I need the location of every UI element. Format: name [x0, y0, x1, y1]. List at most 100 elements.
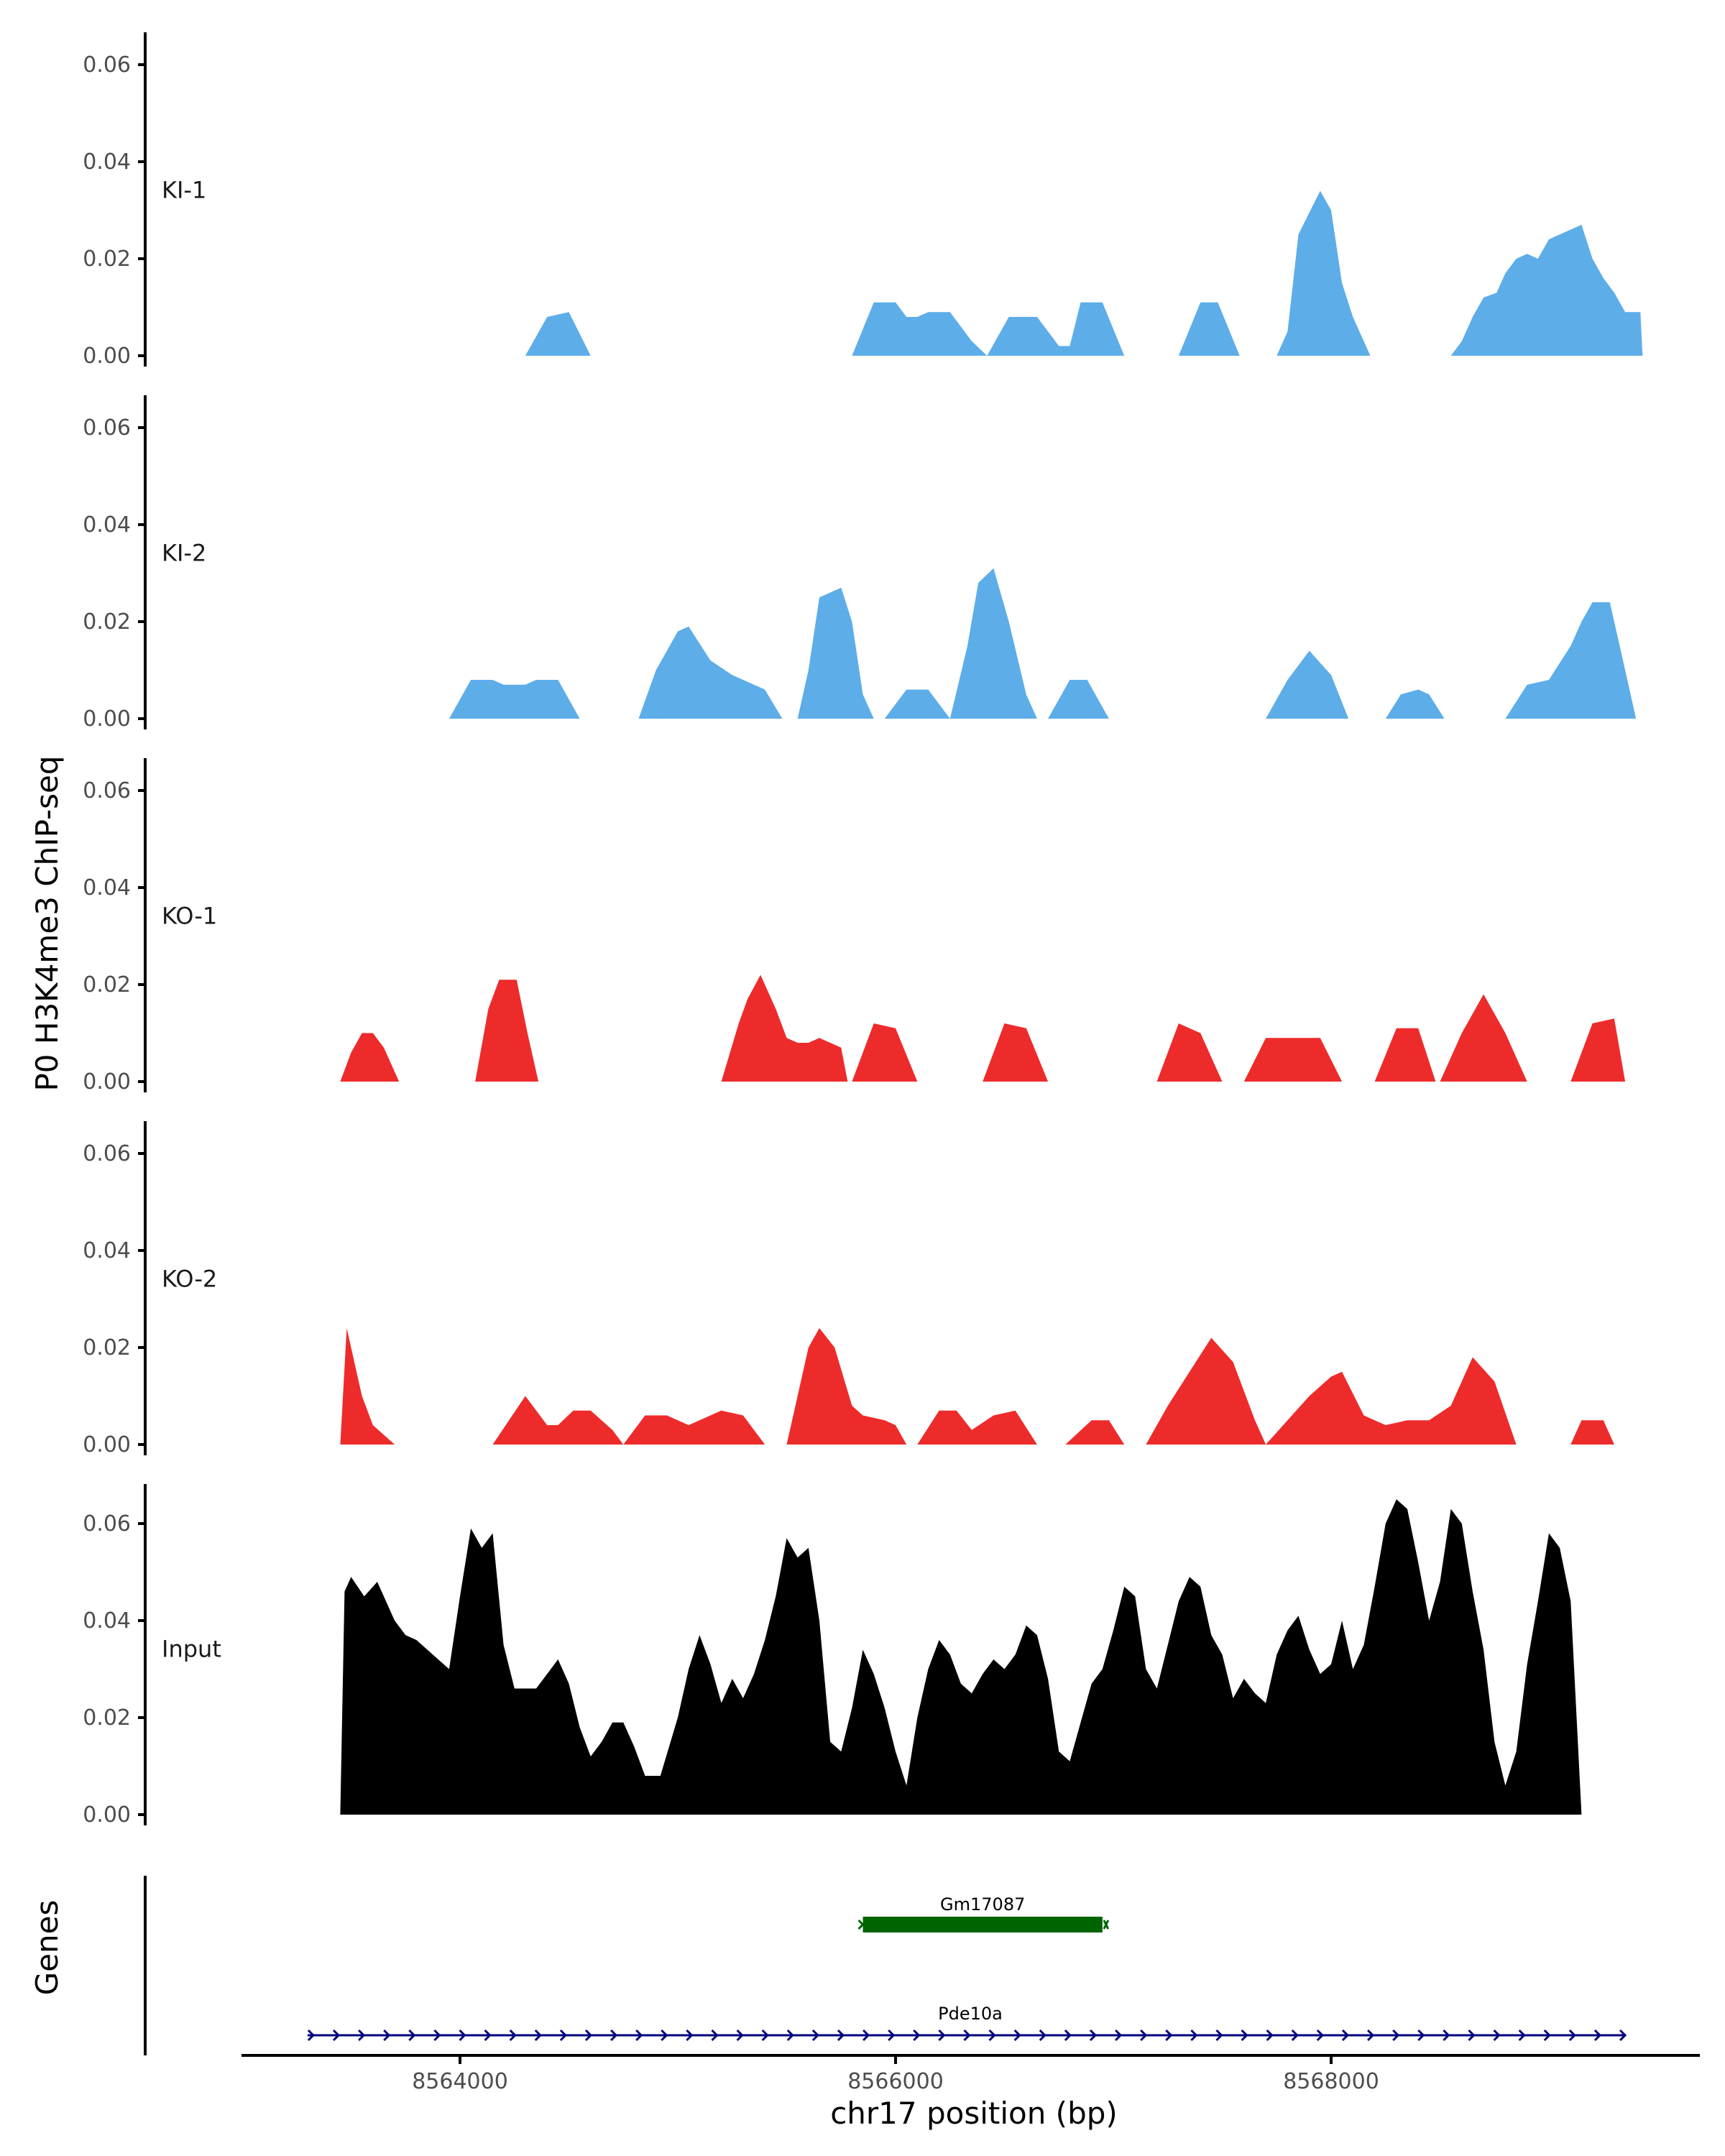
- y-axis-title: P0 H3K4me3 ChIP-seq: [29, 755, 65, 1091]
- strand-arrow: [433, 2029, 441, 2042]
- y-tick-label: 0.00: [83, 1432, 131, 1457]
- y-tick-label: 0.02: [83, 609, 131, 635]
- strand-arrow: [857, 1919, 865, 1930]
- strand-arrow: [610, 2029, 618, 2042]
- strand-arrow: [1619, 2029, 1627, 2042]
- strand-arrow: [837, 2029, 845, 2042]
- strand-arrow: [358, 2029, 366, 2042]
- strand-arrow: [1291, 2029, 1299, 2042]
- strand-arrow: [332, 2029, 341, 2042]
- y-tick-label: 0.06: [83, 778, 131, 803]
- signal-area: [1178, 302, 1240, 356]
- strand-arrow: [1417, 2029, 1425, 2042]
- y-tick-label: 0.06: [83, 52, 131, 78]
- signal-area: [1243, 1038, 1343, 1082]
- signal-area: [1156, 1023, 1223, 1082]
- signal-area: [797, 587, 874, 719]
- signal-area: [340, 1499, 1582, 1815]
- track-ko-2: 0.00 0.02 0.04 0.06 KO-2: [83, 1121, 1614, 1457]
- signal-area: [1065, 1420, 1125, 1445]
- signal-area: [1266, 1357, 1517, 1445]
- strand-arrow: [484, 2029, 492, 2042]
- y-tick-label: 0.00: [83, 1802, 131, 1828]
- strand-arrow: [736, 2029, 744, 2042]
- strand-arrow: [811, 2029, 820, 2042]
- strand-arrow: [1493, 2029, 1501, 2042]
- strand-arrow: [1140, 2029, 1148, 2042]
- signal-area: [525, 312, 591, 356]
- signal-area: [1570, 1018, 1626, 1082]
- y-tick-label: 0.06: [83, 1511, 131, 1537]
- strand-arrow: [383, 2029, 391, 2042]
- strand-arrow: [761, 2029, 769, 2042]
- track-ko-1: 0.00 0.02 0.04 0.06 KO-1: [83, 758, 1626, 1095]
- strand-arrow: [534, 2029, 542, 2042]
- strand-arrow: [1392, 2029, 1400, 2042]
- x-axis-title: chr17 position (bp): [830, 2096, 1118, 2131]
- strand-arrow: [1115, 2029, 1123, 2042]
- strand-arrow: [1593, 2029, 1602, 2042]
- x-tick-label: 8566000: [847, 2069, 944, 2094]
- signal-area: [852, 1023, 918, 1082]
- strand-arrow: [1518, 2029, 1526, 2042]
- strand-arrow: [509, 2029, 517, 2042]
- strand-arrow: [1039, 2029, 1046, 2042]
- gene-gm17087: Gm17087: [857, 1894, 1110, 1932]
- y-tick-label: 0.04: [83, 149, 131, 175]
- signal-area: [1450, 224, 1643, 356]
- gene-label: Pde10a: [938, 2004, 1003, 2024]
- strand-arrow: [1366, 2029, 1375, 2042]
- signal-area: [492, 1396, 624, 1445]
- gene-body: [862, 1917, 1103, 1932]
- gene-pde10a: Pde10a: [307, 2004, 1627, 2042]
- strand-arrow: [988, 2029, 996, 2042]
- strand-arrow: [408, 2029, 416, 2042]
- signal-area: [1276, 190, 1371, 356]
- signal-area: [340, 1328, 395, 1445]
- genes-panel-title: Genes: [29, 1900, 65, 1996]
- signal-area: [917, 1410, 1037, 1445]
- y-tick-label: 0.02: [83, 1335, 131, 1360]
- strand-arrow: [938, 2029, 946, 2042]
- y-tick-label: 0.02: [83, 247, 131, 272]
- strand-arrow: [1103, 1920, 1110, 1930]
- strand-arrow: [888, 2029, 896, 2042]
- signal-area: [1374, 1028, 1436, 1082]
- strand-arrow: [711, 2029, 719, 2042]
- strand-arrow: [1241, 2029, 1248, 2042]
- signal-area: [987, 302, 1125, 356]
- signal-area: [1440, 994, 1527, 1082]
- strand-arrow: [1165, 2029, 1173, 2042]
- x-tick-label: 8564000: [412, 2069, 508, 2094]
- x-tick-label: 8568000: [1283, 2069, 1379, 2094]
- strand-arrow: [862, 2029, 870, 2042]
- track-label: KO-1: [162, 903, 217, 930]
- strand-arrow: [1443, 2029, 1450, 2042]
- signal-area: [1385, 689, 1445, 719]
- signal-area: [1570, 1420, 1614, 1445]
- signal-area: [721, 975, 848, 1082]
- strand-arrow: [559, 2029, 568, 2042]
- strand-arrow: [786, 2029, 794, 2042]
- track-label: KI-1: [162, 177, 206, 204]
- signal-area: [1505, 602, 1637, 719]
- y-tick-label: 0.00: [83, 1069, 131, 1095]
- strand-arrow: [1543, 2029, 1551, 2042]
- track-label: Input: [162, 1636, 221, 1663]
- y-tick-label: 0.06: [83, 415, 131, 441]
- y-tick-label: 0.04: [83, 875, 131, 900]
- x-axis: 8564000 8566000 8568000: [242, 2054, 1700, 2094]
- strand-arrow: [1089, 2029, 1098, 2042]
- y-tick-label: 0.02: [83, 972, 131, 998]
- signal-area: [884, 689, 950, 719]
- gene-annotation-panel: Gm17087 Pde10a: [144, 1876, 1627, 2055]
- strand-arrow: [1468, 2029, 1476, 2042]
- strand-arrow: [963, 2029, 971, 2042]
- strand-arrow: [1064, 2029, 1072, 2042]
- y-tick-label: 0.02: [83, 1705, 131, 1731]
- track-label: KI-2: [162, 540, 206, 567]
- track-input: 0.00 0.02 0.04 0.06 Input: [83, 1484, 1582, 1828]
- signal-area: [1146, 1337, 1266, 1445]
- signal-area: [475, 980, 539, 1082]
